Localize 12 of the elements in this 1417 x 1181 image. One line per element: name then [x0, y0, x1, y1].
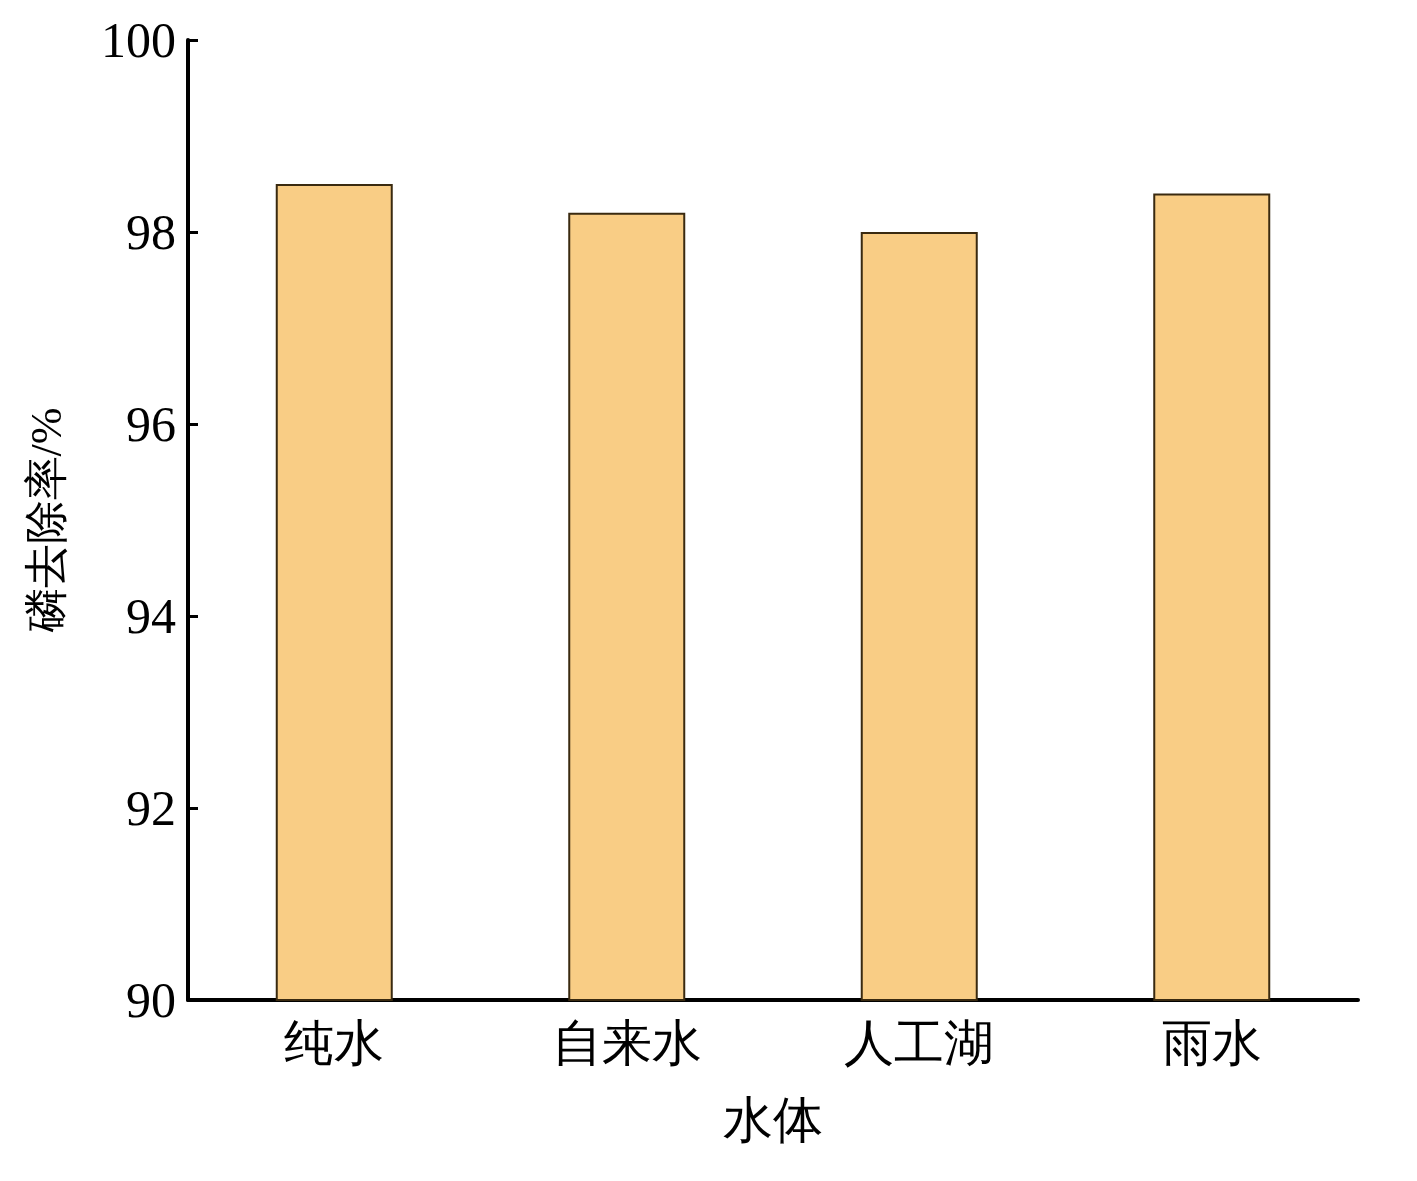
- x-axis-title: 水体: [723, 1092, 823, 1148]
- x-tick-label: 自来水: [551, 1015, 702, 1071]
- y-tick-label: 98: [126, 204, 176, 260]
- y-tick-label: 92: [126, 780, 176, 836]
- y-tick-label: 90: [126, 972, 176, 1028]
- x-tick-label: 人工湖: [844, 1015, 995, 1071]
- x-tick-label: 纯水: [284, 1015, 385, 1071]
- y-tick-label: 100: [101, 12, 176, 68]
- y-axis-title: 磷去除率/%: [21, 407, 71, 634]
- y-tick-label: 94: [126, 588, 176, 644]
- x-tick-label: 雨水: [1161, 1015, 1262, 1071]
- y-tick-label: 96: [126, 396, 176, 452]
